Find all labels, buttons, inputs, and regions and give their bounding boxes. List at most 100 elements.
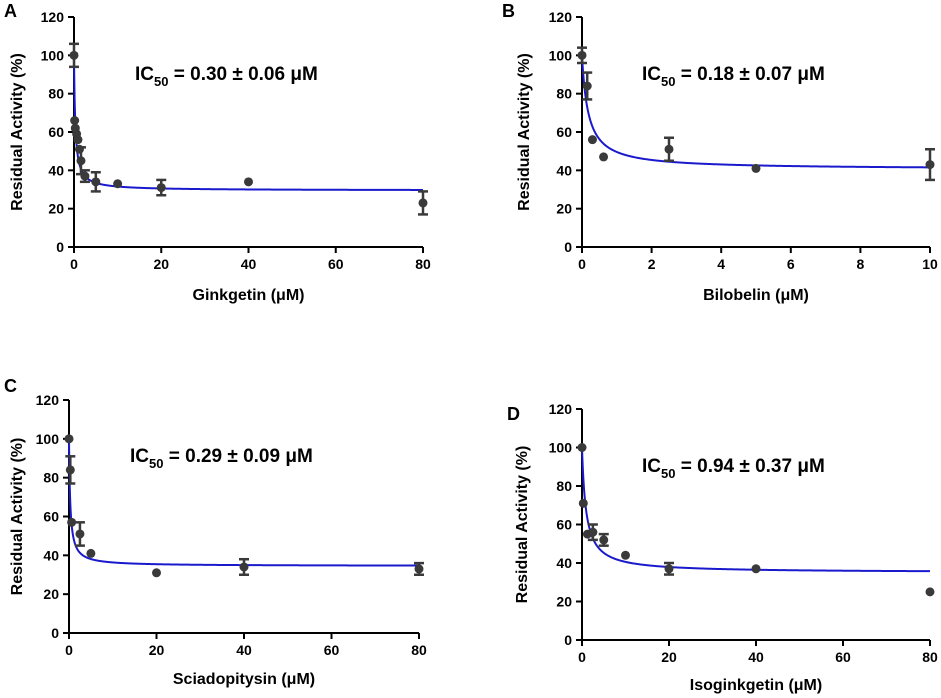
- y-tick-label: 0: [51, 625, 59, 641]
- data-point: [587, 135, 597, 145]
- x-tick-label: 40: [241, 256, 257, 272]
- data-point: [418, 198, 428, 208]
- x-tick-label: 8: [857, 256, 865, 272]
- data-point: [621, 550, 630, 560]
- panel-letter: A: [4, 1, 17, 21]
- x-tick-label: 20: [153, 256, 169, 272]
- x-tick-label: 0: [578, 256, 586, 272]
- y-axis-title: Residual Activity (%): [9, 438, 26, 596]
- y-tick-label: 60: [48, 124, 64, 140]
- y-axis-title: Residual Activity (%): [514, 446, 531, 604]
- x-tick-label: 0: [70, 256, 78, 272]
- data-point: [86, 548, 96, 558]
- data-point: [156, 183, 166, 193]
- data-point: [244, 177, 253, 187]
- y-tick-label: 100: [549, 440, 573, 456]
- x-tick-label: 2: [648, 256, 656, 272]
- y-tick-label: 0: [56, 239, 64, 255]
- x-tick-label: 40: [236, 642, 252, 658]
- data-point: [751, 163, 761, 173]
- panel-letter: B: [502, 1, 515, 21]
- panel-letter: D: [507, 404, 520, 424]
- ic50-value: = 0.94 ± 0.37 μM: [675, 456, 824, 477]
- data-point: [65, 465, 75, 475]
- data-point: [73, 135, 83, 145]
- ic50-prefix: IC: [642, 64, 661, 85]
- data-point: [925, 160, 935, 170]
- x-axis-title: Ginkgetin (μM): [193, 287, 305, 304]
- x-tick-label: 60: [328, 256, 344, 272]
- y-tick-label: 40: [48, 162, 64, 178]
- ic50-prefix: IC: [130, 446, 149, 467]
- x-tick-label: 80: [922, 649, 938, 665]
- y-tick-label: 0: [564, 239, 572, 255]
- y-tick-label: 80: [43, 470, 59, 486]
- y-tick-label: 40: [556, 555, 572, 571]
- data-point: [414, 564, 424, 574]
- data-point: [599, 535, 609, 545]
- x-axis-title: Sciadopitysin (μM): [173, 671, 315, 688]
- y-tick-label: 80: [556, 478, 572, 494]
- y-tick-label: 20: [43, 586, 59, 602]
- y-tick-label: 20: [556, 594, 572, 610]
- x-tick-label: 80: [415, 256, 431, 272]
- x-tick-label: 20: [149, 642, 165, 658]
- y-tick-label: 120: [36, 392, 60, 408]
- y-tick-label: 60: [556, 517, 572, 533]
- data-point: [239, 562, 249, 572]
- data-point: [664, 144, 674, 154]
- y-axis-title: Residual Activity (%): [9, 53, 26, 211]
- x-tick-label: 20: [661, 649, 677, 665]
- data-point: [113, 179, 123, 189]
- chart-panel-b: B 0 20 40 60 80 100 120 0 2 4 6 8 10 Bilobelin (μM) Res…: [502, 1, 938, 304]
- y-tick-label: 60: [43, 509, 59, 525]
- y-tick-label: 60: [556, 124, 572, 140]
- x-tick-label: 10: [922, 256, 938, 272]
- data-point: [664, 564, 674, 574]
- data-point: [76, 156, 86, 166]
- ic50-subscript: 50: [661, 466, 675, 481]
- ic50-annotation: IC50 = 0.29 ± 0.09 μM: [130, 446, 313, 471]
- y-tick-label: 40: [556, 162, 572, 178]
- data-point: [152, 568, 161, 578]
- ic50-prefix: IC: [642, 456, 661, 477]
- y-tick-label: 80: [48, 86, 64, 102]
- data-point: [582, 81, 592, 91]
- chart-panel-d: D 0 20 40 60 80 100 120 0 20 40 60 80 Isoginkgetin (μ…: [507, 401, 938, 694]
- x-tick-label: 80: [411, 642, 427, 658]
- ic50-value: = 0.30 ± 0.06 μM: [168, 64, 317, 85]
- data-point: [67, 517, 77, 527]
- chart-panel-c: C 0 20 40 60 80 100 120 0 20 40 60 80 Sciadopitysin (…: [4, 376, 427, 688]
- x-axis-title: Bilobelin (μM): [703, 287, 809, 304]
- fit-curve: [581, 55, 931, 169]
- data-point: [599, 152, 609, 162]
- x-tick-label: 0: [65, 642, 73, 658]
- y-tick-label: 120: [41, 9, 65, 25]
- data-point: [70, 116, 80, 125]
- y-tick-label: 20: [48, 201, 64, 217]
- chart-panel-a: A 0 20 40 60 80 100 120 0 20 40 60 80 Ginkgetin (μM) R…: [4, 1, 431, 304]
- ic50-subscript: 50: [661, 74, 675, 89]
- y-tick-label: 40: [43, 547, 59, 563]
- y-tick-label: 100: [36, 431, 60, 447]
- y-tick-label: 120: [549, 401, 573, 417]
- x-tick-label: 60: [324, 642, 340, 658]
- panel-letter: C: [4, 376, 17, 396]
- data-point: [69, 50, 79, 60]
- data-point: [588, 527, 598, 537]
- data-point: [577, 443, 587, 452]
- ic50-subscript: 50: [154, 74, 168, 89]
- x-tick-label: 0: [578, 649, 586, 665]
- x-tick-label: 6: [787, 256, 795, 272]
- data-point: [75, 529, 85, 539]
- data-point: [64, 434, 74, 444]
- y-axis-title: Residual Activity (%): [516, 53, 533, 211]
- ic50-annotation: IC50 = 0.94 ± 0.37 μM: [642, 456, 825, 481]
- x-axis-title: Isoginkgetin (μM): [690, 677, 822, 694]
- data-point: [91, 177, 101, 187]
- y-tick-label: 80: [556, 86, 572, 102]
- y-tick-label: 20: [556, 201, 572, 217]
- data-point: [577, 50, 587, 60]
- ic50-value: = 0.18 ± 0.07 μM: [675, 64, 824, 85]
